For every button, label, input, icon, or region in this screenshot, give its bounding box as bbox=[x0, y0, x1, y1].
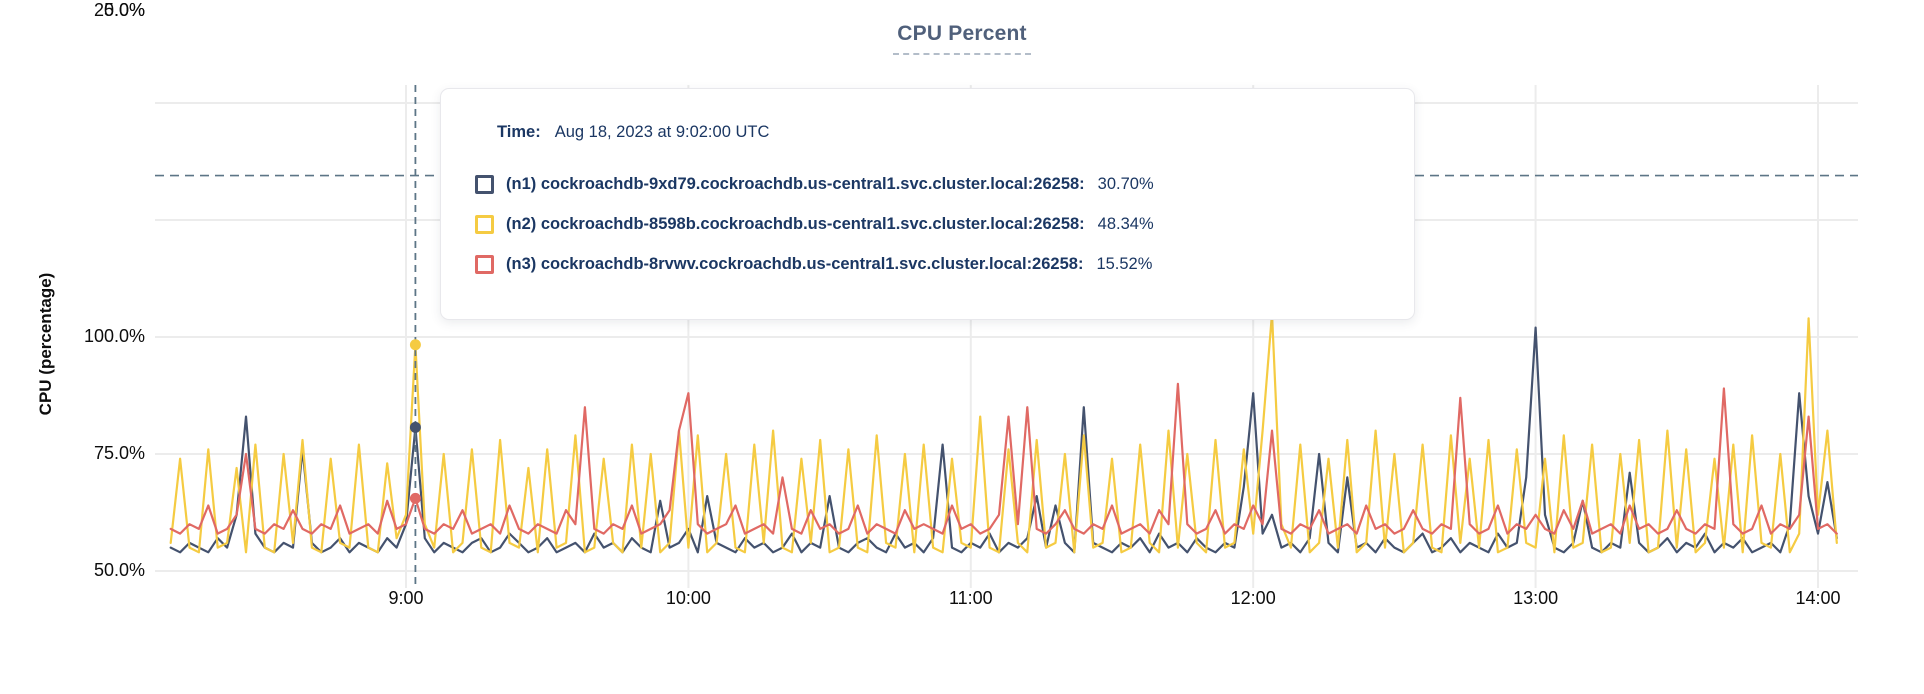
n2-series-swatch-icon bbox=[475, 214, 494, 234]
y-tick-label-75: 75.0% bbox=[93, 443, 145, 463]
x-tick-label-9: 9:00 bbox=[388, 588, 424, 608]
y-tick-label-0: 0.0% bbox=[103, 0, 145, 20]
n2-series-name: (n2) cockroachdb-8598b.cockroachdb.us-ce… bbox=[506, 214, 1085, 233]
y-tick-label-50: 50.0% bbox=[93, 560, 145, 580]
tooltip-time-value: Aug 18, 2023 at 9:02:00 UTC bbox=[554, 123, 770, 141]
x-tick-label-10: 10:00 bbox=[665, 588, 711, 608]
n3-series-name: (n3) cockroachdb-8rvwv.cockroachdb.us-ce… bbox=[506, 254, 1084, 273]
tooltip-legend: (n1) cockroachdb-9xd79.cockroachdb.us-ce… bbox=[475, 164, 1384, 284]
tooltip-row-n3: (n3) cockroachdb-8rvwv.cockroachdb.us-ce… bbox=[475, 244, 1384, 284]
chart-title[interactable]: CPU Percent bbox=[893, 22, 1031, 55]
x-tick-label-14: 14:00 bbox=[1795, 588, 1841, 608]
n3-series-value: 15.52% bbox=[1096, 254, 1153, 273]
n3-series-swatch-icon bbox=[475, 254, 494, 274]
n2-series-value: 48.34% bbox=[1097, 214, 1154, 233]
x-tick-label-13: 13:00 bbox=[1513, 588, 1559, 608]
n1-series-swatch-icon bbox=[475, 174, 494, 194]
tooltip-time-row: Time: Aug 18, 2023 at 9:02:00 UTC bbox=[497, 123, 1384, 142]
tooltip-time-label: Time: bbox=[497, 123, 541, 141]
chart-header: CPU Percent bbox=[0, 22, 1924, 55]
x-tick-label-12: 12:00 bbox=[1230, 588, 1276, 608]
tooltip-row-n1: (n1) cockroachdb-9xd79.cockroachdb.us-ce… bbox=[475, 164, 1384, 204]
y-tick-label-25: 25.0% bbox=[93, 0, 145, 20]
n1-series-name: (n1) cockroachdb-9xd79.cockroachdb.us-ce… bbox=[506, 174, 1085, 193]
n1-series-value: 30.70% bbox=[1097, 174, 1154, 193]
x-tick-label-11: 11:00 bbox=[948, 588, 993, 608]
tooltip-row-n2: (n2) cockroachdb-8598b.cockroachdb.us-ce… bbox=[475, 204, 1384, 244]
hover-tooltip: Time: Aug 18, 2023 at 9:02:00 UTC (n1) co… bbox=[440, 88, 1415, 320]
y-tick-label-100: 100.0% bbox=[83, 326, 145, 346]
